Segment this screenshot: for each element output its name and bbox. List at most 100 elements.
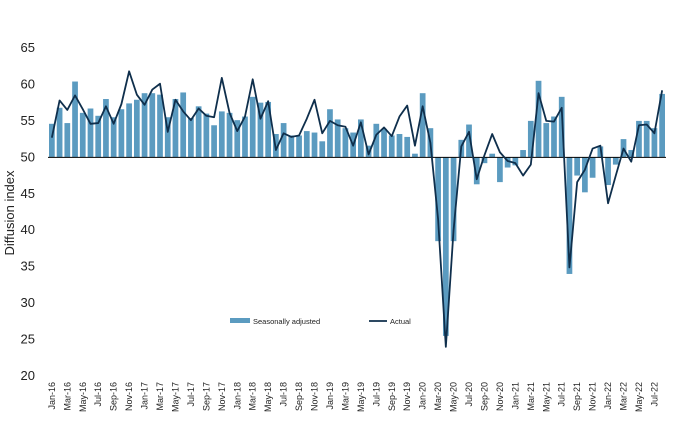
bar — [442, 157, 449, 336]
x-tick-label: Jul-21 — [557, 382, 567, 407]
x-tick-label: Jan-21 — [510, 382, 520, 410]
y-axis-label: Diffusion index — [2, 170, 17, 256]
legend-label-seasonally-adjusted: Seasonally adjusted — [253, 317, 320, 326]
bar — [566, 157, 573, 274]
x-tick-label: Jan-17 — [140, 382, 150, 410]
x-tick-label: Mar-18 — [248, 382, 258, 411]
bar — [628, 150, 635, 158]
x-tick-label: Nov-17 — [217, 382, 227, 411]
bar — [303, 131, 310, 158]
x-tick-label: Nov-19 — [402, 382, 412, 411]
bar — [49, 123, 55, 158]
bar — [466, 124, 472, 158]
bar — [72, 81, 78, 158]
y-tick-label: 20 — [21, 368, 35, 383]
bar — [118, 109, 125, 158]
bar — [180, 92, 187, 158]
bar — [280, 123, 287, 158]
bar — [497, 157, 503, 183]
x-tick-label: Mar-16 — [62, 382, 72, 411]
y-tick-label: 35 — [21, 259, 35, 274]
x-tick-label: Nov-16 — [124, 382, 134, 411]
bar — [103, 99, 109, 158]
x-tick-label: Sep-21 — [572, 382, 582, 411]
x-tick-label: Jul-18 — [279, 382, 289, 407]
x-tick-label: Jan-18 — [232, 382, 242, 410]
x-tick-label: Mar-19 — [340, 382, 350, 411]
x-tick-label: Jul-17 — [186, 382, 196, 407]
bar — [450, 157, 457, 242]
x-tick-label: Sep-19 — [387, 382, 397, 411]
bar — [404, 136, 411, 158]
bar — [520, 150, 526, 158]
bar — [551, 116, 557, 158]
y-tick-label: 50 — [21, 149, 35, 164]
bar — [334, 119, 341, 158]
x-tick-label: Jan-19 — [325, 382, 335, 410]
x-tick-label: Jul-22 — [649, 382, 659, 407]
bar — [582, 157, 588, 193]
bar — [659, 93, 665, 158]
bar — [126, 103, 132, 158]
x-tick-label: Nov-21 — [588, 382, 598, 411]
bar — [211, 125, 217, 158]
x-tick-label: Jan-20 — [418, 382, 428, 410]
bar — [149, 93, 156, 158]
bar — [473, 157, 480, 185]
bar — [249, 96, 256, 158]
bar — [435, 157, 441, 242]
bar — [234, 120, 241, 158]
bar — [636, 120, 642, 158]
x-tick-label: Mar-21 — [526, 382, 536, 411]
y-tick-label: 25 — [21, 332, 35, 347]
x-tick-label: May-16 — [78, 382, 88, 412]
legend-swatch-seasonally-adjusted — [230, 318, 250, 323]
bar — [79, 112, 86, 158]
bar — [87, 108, 94, 158]
bar — [558, 96, 565, 158]
bar — [419, 93, 426, 158]
bar — [288, 135, 295, 158]
bar — [589, 157, 596, 178]
bar — [141, 93, 148, 158]
x-tick-label: Sep-17 — [201, 382, 211, 411]
x-tick-label: May-21 — [541, 382, 551, 412]
actual-line — [50, 70, 664, 348]
bar — [612, 157, 619, 165]
x-tick-label: Mar-17 — [155, 382, 165, 411]
bar — [218, 111, 225, 158]
x-tick-label: Nov-20 — [495, 382, 505, 411]
y-tick-label: 40 — [21, 222, 35, 237]
bar — [56, 107, 63, 158]
bar — [242, 116, 248, 158]
x-tick-labels: Jan-16 Mar-16 May-16 Jul-16 Sep-16 Nov-16 Jan-… — [47, 382, 660, 412]
bar — [319, 141, 326, 158]
bar — [257, 102, 264, 158]
bar — [226, 112, 233, 158]
bar — [373, 123, 380, 158]
x-tick-label: Sep-20 — [479, 382, 489, 411]
bar — [481, 157, 488, 164]
x-tick-label: May-18 — [263, 382, 273, 412]
y-tick-label: 30 — [21, 295, 35, 310]
bar — [296, 135, 302, 158]
bar — [574, 157, 581, 176]
bar — [543, 123, 550, 158]
x-tick-label: Nov-18 — [310, 382, 320, 411]
bar — [95, 115, 102, 158]
x-tick-label: May-22 — [634, 382, 644, 412]
bar — [358, 119, 364, 158]
bar — [489, 153, 496, 158]
x-tick-label: Sep-18 — [294, 382, 304, 411]
bar — [311, 132, 318, 158]
seasonally-adjusted-bars — [49, 80, 665, 336]
bar — [396, 134, 403, 158]
bar — [110, 117, 117, 158]
bar — [504, 157, 511, 168]
y-tick-label: 55 — [21, 113, 35, 128]
bar — [643, 120, 650, 158]
bar — [203, 113, 210, 158]
x-tick-label: Jul-20 — [464, 382, 474, 407]
bar — [265, 101, 272, 158]
x-tick-label: Mar-22 — [619, 382, 629, 411]
